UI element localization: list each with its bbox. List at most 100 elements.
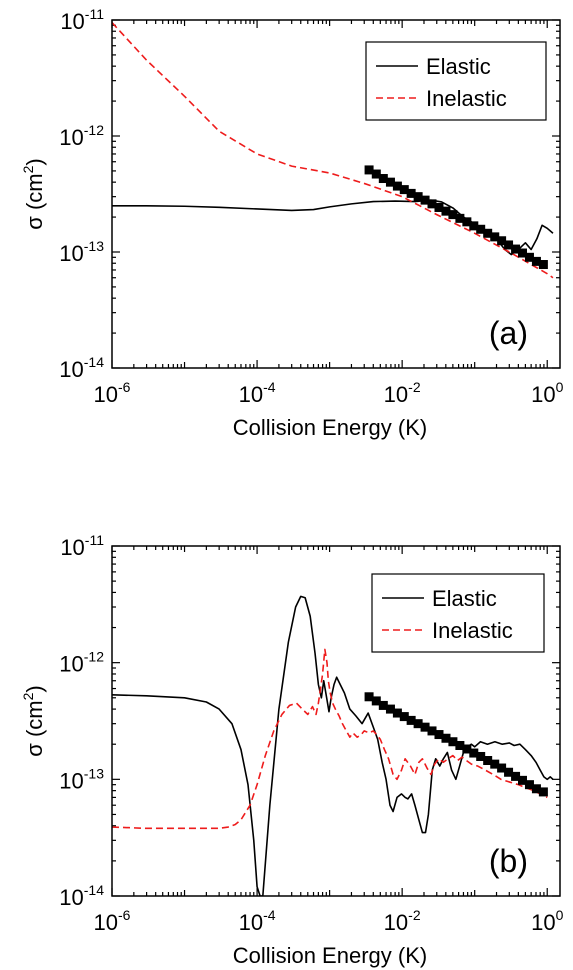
series-line-inelastic [112,22,554,279]
tick-base: 10 [531,910,555,935]
data-point-square [385,177,395,187]
data-point-square [511,771,521,781]
data-point-square [448,737,458,747]
chart-panel-1: 10-6 10-4 10-2 10010-1410-1310-1210-11Colli… [20,532,564,968]
tick-base: 10 [531,382,555,407]
tick-exponent: -11 [85,532,104,548]
data-point-square [462,217,472,227]
legend-label-elastic: Elastic [432,586,497,611]
data-point-square [364,692,374,702]
tick-exponent: -14 [84,354,104,370]
tick-exponent: -13 [84,765,104,781]
x-axis-title: Collision Energy (K) [233,943,427,968]
y-axis-title-close: ) [22,685,47,692]
y-tick-label: 10-11 [60,6,104,34]
tick-exponent: -14 [84,882,104,898]
y-tick-label: 10-12 [59,649,104,677]
data-point-square [392,708,402,718]
tick-base: 10 [59,357,83,382]
data-point-square [483,228,493,238]
data-point-square [427,199,437,209]
data-point-square [469,221,479,231]
data-point-square [378,174,388,184]
data-point-square [420,722,430,732]
data-point-square [434,730,444,740]
data-point-square [392,181,402,191]
data-point-square [448,210,458,220]
panel-label: (a) [489,315,528,351]
tick-base: 10 [59,768,83,793]
tick-base: 10 [59,125,83,150]
data-point-square [476,751,486,761]
tick-base: 10 [60,535,84,560]
data-point-square [406,715,416,725]
series-group [112,22,554,279]
tick-base: 10 [94,910,118,935]
y-axis-title: σ (cm2) [20,158,47,229]
data-point-square [385,704,395,714]
legend-label-elastic: Elastic [426,54,491,79]
data-point-square [434,202,444,212]
series-line-inelastic [112,648,548,830]
data-point-square [538,787,548,797]
tick-exponent: -6 [118,907,131,923]
tick-base: 10 [94,382,118,407]
x-tick-label: 10-4 [239,907,276,935]
data-point-square [538,260,548,270]
series-line-elastic [112,595,554,896]
data-point-square [371,169,381,179]
series-line-elastic [112,199,554,256]
data-point-square [517,775,527,785]
data-point-square [399,185,409,195]
panel-label: (b) [489,843,528,879]
tick-base: 10 [239,382,263,407]
tick-exponent: -2 [408,379,421,395]
y-tick-label: 10-11 [60,532,104,560]
series-group [112,595,554,896]
chart-panel-0: 10-6 10-4 10-2 10010-1410-1310-1210-11Colli… [20,6,564,440]
y-tick-label: 10-14 [59,354,104,382]
x-tick-label: 10-2 [384,379,421,407]
data-point-square [497,763,507,773]
y-axis-title-main: σ (cm [22,173,47,229]
data-point-square [441,733,451,743]
tick-exponent: -11 [85,6,104,22]
data-point-square [399,712,409,722]
data-point-square [413,719,423,729]
y-tick-label: 10-13 [59,238,104,266]
y-tick-label: 10-14 [59,882,104,910]
data-point-square [524,780,534,790]
data-point-square [511,244,521,254]
legend-label-inelastic: Inelastic [426,86,507,111]
data-point-square [371,696,381,706]
legend: Elastic Inelastic [365,41,547,121]
data-point-square [469,748,479,758]
legend-box [371,573,545,653]
tick-exponent: 0 [556,379,564,395]
data-point-square [517,248,527,258]
data-point-square [364,165,374,175]
data-point-square [378,700,388,710]
tick-base: 10 [239,910,263,935]
y-tick-label: 10-12 [59,122,104,150]
data-point-square [455,213,465,223]
data-point-square [413,192,423,202]
data-point-square [504,240,514,250]
tick-exponent: -13 [84,238,104,254]
plot-frame [111,545,561,897]
data-point-square [455,740,465,750]
x-tick-label: 100 [531,379,563,407]
tick-exponent: -12 [84,649,104,665]
tick-exponent: -12 [84,122,104,138]
tick-base: 10 [59,241,83,266]
tick-base: 10 [384,910,408,935]
legend-box [365,41,547,121]
data-point-square [497,236,507,246]
data-point-square [490,232,500,242]
tick-base: 10 [384,382,408,407]
tick-base: 10 [59,885,83,910]
legend: Elastic Inelastic [371,573,545,653]
data-point-square [504,767,514,777]
y-axis-title-sup: 2 [20,692,36,700]
x-tick-label: 10-6 [94,907,131,935]
